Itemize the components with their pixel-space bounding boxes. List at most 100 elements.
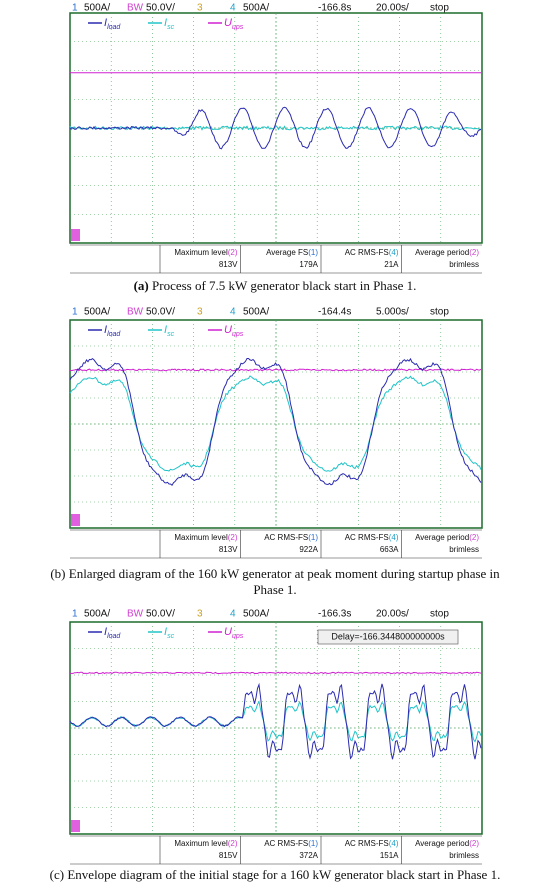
caption: (a) Process of 7.5 kW generator black st… — [134, 278, 417, 293]
legend-main: I — [164, 626, 167, 638]
legend-label: Isc — [164, 324, 175, 338]
legend-sub: ups — [232, 633, 244, 640]
meas-label: Maximum level(2) — [174, 248, 237, 257]
meas-label: AC RMS-FS(4) — [345, 533, 399, 542]
legend-sub: sc — [167, 24, 175, 31]
meas-channel: (2) — [469, 839, 479, 848]
header-ch2-scale: 50.0V/ — [146, 609, 175, 620]
meas-name: Maximum level — [174, 533, 228, 542]
meas-label: AC RMS-FS(1) — [264, 533, 318, 542]
legend-sub: load — [107, 633, 121, 640]
caption-tag: (c) — [50, 867, 64, 882]
caption-text: Enlarged diagram of the 160 kW generator… — [66, 566, 501, 581]
meas-name: AC RMS-FS — [264, 533, 308, 542]
legend-main: U — [224, 626, 232, 638]
header-status: stop — [430, 609, 449, 620]
meas-label: Average period(2) — [415, 839, 479, 848]
legend-label: Iload — [104, 324, 121, 338]
meas-name: Average period — [415, 533, 469, 542]
legend-main: I — [104, 626, 107, 638]
scope-panel: 1 500A/BW 50.0V/3 4 500A/ -166.8s 20.00s/stop I… — [69, 3, 483, 293]
meas-value: brimless — [449, 260, 479, 269]
meas-channel: (4) — [389, 533, 399, 542]
header-bw: BW — [127, 3, 144, 14]
caption-tag: (b) — [50, 566, 65, 581]
caption: (c) Envelope diagram of the initial stag… — [50, 867, 501, 882]
trigger-marker — [71, 820, 80, 832]
scope-panel: 1 500A/BW 50.0V/3 4 500A/ -164.4s 5.000s/stop I… — [50, 307, 500, 597]
caption: (b) Enlarged diagram of the 160 kW gener… — [50, 566, 500, 581]
header-bw: BW — [127, 609, 144, 620]
meas-name: Average period — [415, 248, 469, 257]
meas-channel: (1) — [308, 533, 318, 542]
header-bw: BW — [127, 307, 144, 318]
meas-name: Average FS — [266, 248, 308, 257]
legend-main: I — [164, 324, 167, 336]
meas-channel: (2) — [469, 533, 479, 542]
meas-value: 663A — [380, 545, 399, 554]
header-ch4-scale: 500A/ — [243, 609, 269, 620]
header-ch4-scale: 500A/ — [243, 3, 269, 14]
legend-label: Isc — [164, 17, 175, 31]
header-ch2-scale: 50.0V/ — [146, 3, 175, 14]
legend-label: Uups — [224, 324, 244, 338]
caption: Phase 1. — [253, 582, 296, 597]
header-ch1-scale: 500A/ — [84, 307, 110, 318]
legend-main: I — [104, 17, 107, 29]
waveform — [69, 357, 482, 486]
meas-value: 151A — [380, 851, 399, 860]
meas-label: AC RMS-FS(4) — [345, 248, 399, 257]
waveform — [69, 106, 482, 150]
header-ch4-scale: 500A/ — [243, 307, 269, 318]
meas-channel: (2) — [469, 248, 479, 257]
meas-channel: (1) — [308, 839, 318, 848]
header-time: -166.3s — [318, 609, 351, 620]
legend-main: I — [164, 17, 167, 29]
header-ch4: 4 — [230, 609, 236, 620]
meas-channel: (2) — [228, 248, 238, 257]
legend-label: Iload — [104, 626, 121, 640]
waveform — [69, 671, 482, 675]
header-timebase: 5.000s/ — [376, 307, 409, 318]
meas-label: Average period(2) — [415, 248, 479, 257]
caption-text: Phase 1. — [253, 582, 296, 597]
header-ch2-scale: 50.0V/ — [146, 307, 175, 318]
waveform — [69, 125, 482, 131]
legend-label: Isc — [164, 626, 175, 640]
legend-sub: load — [107, 331, 121, 338]
header-timebase: 20.00s/ — [376, 3, 409, 14]
header-ch4: 4 — [230, 307, 236, 318]
meas-name: AC RMS-FS — [345, 248, 389, 257]
meas-value: 813V — [219, 545, 238, 554]
meas-label: Average FS(1) — [266, 248, 318, 257]
legend-sub: sc — [167, 331, 175, 338]
legend-label: Iload — [104, 17, 121, 31]
meas-value: 21A — [384, 260, 399, 269]
meas-label: Maximum level(2) — [174, 533, 237, 542]
meas-channel: (4) — [389, 248, 399, 257]
scope-panel: 1 500A/BW 50.0V/3 4 500A/ -166.3s 20.00s/stop I… — [50, 609, 501, 882]
legend-label: Uups — [224, 626, 244, 640]
header-ch1-scale: 500A/ — [84, 609, 110, 620]
meas-name: AC RMS-FS — [264, 839, 308, 848]
waveform — [69, 682, 482, 760]
meas-value: 922A — [299, 545, 318, 554]
header-ch3: 3 — [197, 609, 203, 620]
meas-value: brimless — [449, 851, 479, 860]
meas-channel: (4) — [389, 839, 399, 848]
header-ch3: 3 — [197, 3, 203, 14]
meas-value: 815V — [219, 851, 238, 860]
meas-label: AC RMS-FS(1) — [264, 839, 318, 848]
meas-label: Maximum level(2) — [174, 839, 237, 848]
legend-sub: sc — [167, 633, 175, 640]
header-ch4: 4 — [230, 3, 236, 14]
trigger-marker — [71, 229, 80, 241]
meas-channel: (1) — [308, 248, 318, 257]
header-time: -164.4s — [318, 307, 351, 318]
header-status: stop — [430, 3, 449, 14]
legend-main: U — [224, 17, 232, 29]
meas-value: brimless — [449, 545, 479, 554]
meas-label: AC RMS-FS(4) — [345, 839, 399, 848]
